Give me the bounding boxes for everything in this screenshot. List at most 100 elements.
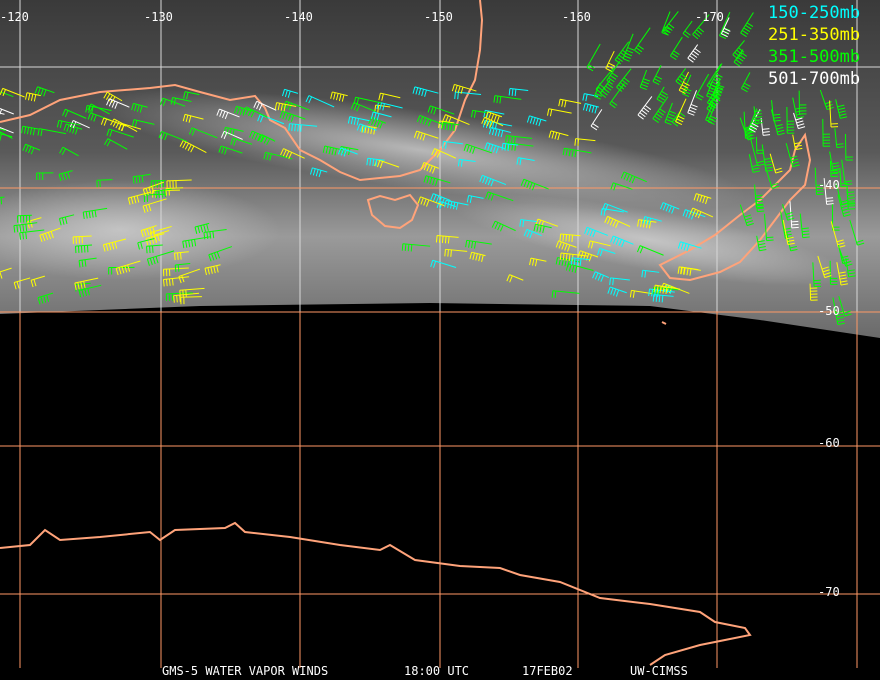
wind-barb: [836, 262, 848, 286]
wind-barb: [834, 128, 844, 148]
product-name: GMS-5 WATER VAPOR WINDS: [162, 664, 329, 678]
wind-barb: [652, 65, 663, 86]
wind-barb: [642, 216, 662, 226]
wind-barb: [491, 220, 516, 232]
wind-barb: [689, 207, 714, 219]
wind-barb: [693, 193, 712, 205]
wind-barb: [220, 130, 243, 140]
wind-barb: [258, 134, 276, 146]
lat-label: -60: [818, 436, 840, 450]
wind-barb: [469, 251, 486, 262]
wind-barb: [822, 118, 831, 147]
wind-barb: [368, 116, 386, 129]
wind-barb: [687, 90, 698, 116]
wind-barb: [274, 102, 297, 112]
wind-barb: [25, 92, 41, 102]
wind-barb: [204, 264, 221, 276]
wind-barb: [675, 68, 688, 86]
wind-barb: [678, 71, 690, 94]
wind-barb: [145, 233, 165, 246]
wind-barb: [609, 277, 630, 286]
wind-barb: [465, 239, 492, 249]
wind-barb: [614, 41, 630, 65]
wind-barb: [470, 109, 487, 118]
wind-barb: [519, 219, 537, 227]
lon-label: -130: [144, 10, 173, 24]
wind-barb: [182, 236, 211, 249]
wind-barb: [30, 275, 45, 288]
wind-barb: [0, 196, 5, 205]
wind-barb: [809, 283, 818, 301]
wind-barb: [682, 209, 706, 220]
wind-barb: [279, 110, 306, 122]
time-label: 18:00 UTC: [404, 664, 470, 678]
wind-barb: [675, 98, 687, 126]
wind-barb: [100, 117, 127, 127]
wind-barb: [137, 237, 155, 250]
lon-label: -120: [0, 10, 29, 24]
wind-barb: [106, 98, 130, 109]
wind-barb: [844, 133, 853, 161]
wind-barb: [150, 179, 166, 188]
wind-barb: [590, 109, 603, 131]
wind-barb: [436, 200, 457, 209]
wind-barb: [546, 108, 572, 117]
wind-barb: [748, 109, 761, 133]
wind-barb: [755, 193, 765, 213]
wind-barb: [444, 248, 468, 257]
wind-barb: [606, 61, 621, 85]
wind-barb: [401, 243, 431, 252]
wind-barb: [430, 193, 451, 205]
wind-barb: [104, 138, 128, 150]
wind-barb: [34, 86, 55, 97]
wind-barb: [17, 214, 32, 223]
wind-barb: [454, 91, 482, 100]
coastline-australia: [0, 0, 484, 182]
wind-barb: [142, 198, 167, 213]
wind-barb: [103, 91, 123, 104]
coastline-island: [661, 321, 667, 325]
wind-barb: [653, 284, 680, 295]
wind-barb: [652, 294, 674, 303]
legend-entry-351-500mb: 351-500mb: [768, 47, 861, 67]
wind-barb: [0, 128, 7, 132]
wind-barb: [288, 123, 318, 132]
wind-barb: [39, 227, 61, 243]
wind-barb: [793, 112, 806, 130]
wind-barb: [253, 100, 277, 111]
wind-barb: [786, 107, 795, 134]
wind-barb: [430, 259, 457, 268]
cloud-band: [0, 180, 280, 280]
wind-barb: [849, 219, 865, 246]
wind-barb: [781, 204, 795, 221]
wind-barb: [280, 148, 305, 159]
wind-barb: [115, 260, 141, 276]
wind-barb: [479, 174, 507, 187]
wind-barb: [416, 114, 446, 127]
wind-barb: [620, 171, 647, 184]
wind-barb: [230, 137, 253, 146]
wind-barb: [604, 215, 631, 228]
wind-barb: [595, 68, 614, 94]
wind-barb: [37, 128, 67, 137]
wind-barb: [743, 111, 753, 139]
source-label: UW-CIMSS: [630, 664, 688, 678]
wind-barb: [829, 151, 841, 174]
wind-barb: [174, 251, 189, 261]
wind-barb: [664, 102, 677, 126]
wind-barb: [146, 250, 175, 266]
wind-barb: [162, 267, 189, 277]
wind-barb: [132, 173, 151, 184]
wind-barb: [687, 44, 701, 63]
wind-barb: [438, 120, 455, 129]
wind-barb: [108, 266, 135, 275]
wind-barb: [166, 179, 192, 188]
lon-label: -150: [424, 10, 453, 24]
wind-barb: [378, 92, 401, 101]
wind-barb: [263, 151, 293, 161]
coastline-antarctica: [0, 521, 752, 666]
wind-barb: [838, 296, 852, 317]
wind-barb: [732, 40, 745, 60]
wind-barb: [740, 12, 754, 38]
wind-barb: [451, 83, 477, 94]
